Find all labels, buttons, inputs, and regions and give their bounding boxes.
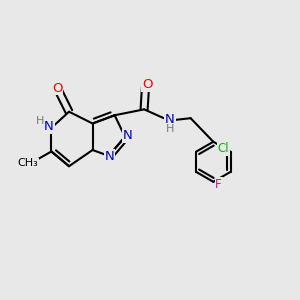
Text: H: H (35, 116, 44, 126)
Text: Cl: Cl (218, 142, 229, 155)
Text: H: H (166, 124, 174, 134)
Text: O: O (52, 82, 62, 95)
Text: N: N (165, 112, 175, 126)
Text: O: O (142, 78, 152, 91)
Text: CH₃: CH₃ (17, 158, 38, 168)
Text: N: N (105, 150, 115, 163)
Text: F: F (215, 178, 222, 191)
Text: N: N (44, 120, 54, 133)
Text: N: N (123, 129, 133, 142)
